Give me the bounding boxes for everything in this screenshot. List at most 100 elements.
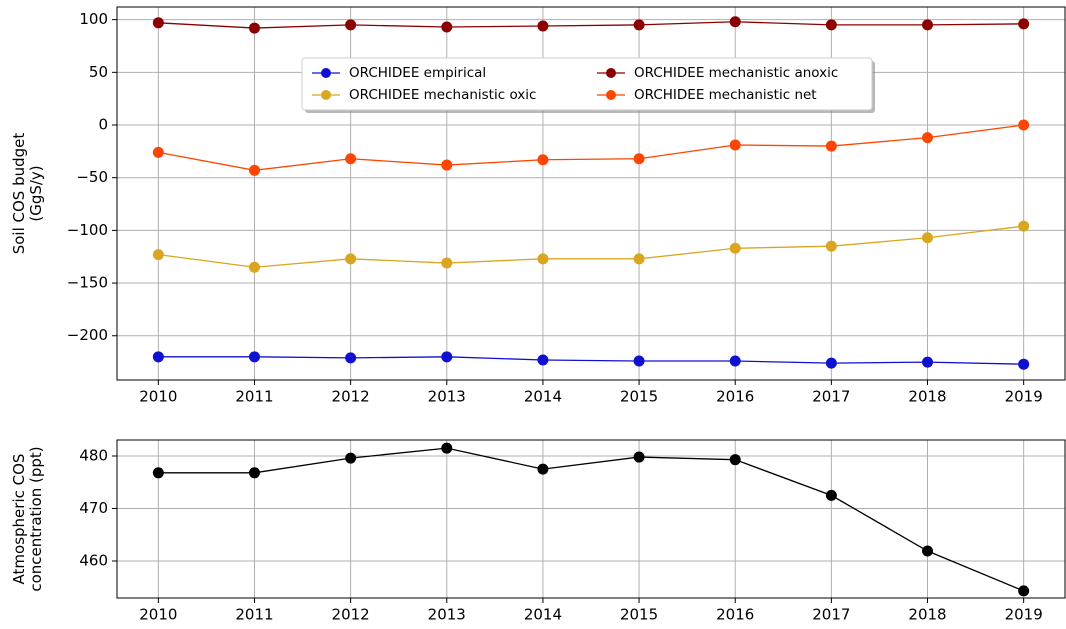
- data-point: [441, 21, 453, 33]
- y-tick-label: 460: [79, 551, 108, 569]
- legend-marker: [606, 90, 616, 100]
- data-point: [248, 261, 260, 273]
- data-point: [1018, 358, 1030, 370]
- data-point: [633, 19, 645, 31]
- data-point: [825, 19, 837, 31]
- y-tick-label: 0: [98, 116, 108, 134]
- y-axis-label-line: concentration (ppt): [27, 446, 45, 591]
- data-point: [345, 452, 357, 464]
- y-axis-label: Atmospheric COSconcentration (ppt): [10, 446, 45, 591]
- x-tick-label: 2014: [524, 388, 562, 406]
- x-tick-label: 2018: [908, 606, 946, 624]
- data-point: [152, 249, 164, 261]
- y-axis-label-line: Soil COS budget: [10, 133, 28, 255]
- data-point: [537, 154, 549, 166]
- data-point: [825, 357, 837, 369]
- axes-frame: [116, 6, 1066, 381]
- data-point: [152, 467, 164, 479]
- data-point: [1018, 220, 1030, 232]
- y-tick-label: 480: [79, 447, 108, 465]
- data-point: [537, 20, 549, 32]
- legend-box: [301, 57, 873, 111]
- y-axis-label-line: Atmospheric COS: [10, 454, 28, 585]
- data-point: [248, 351, 260, 363]
- data-point: [345, 352, 357, 364]
- x-tick-label: 2017: [812, 388, 850, 406]
- data-point: [441, 257, 453, 269]
- legend-label: ORCHIDEE empirical: [349, 65, 486, 81]
- y-tick-label: 470: [79, 499, 108, 517]
- legend-marker: [321, 68, 331, 78]
- data-point: [633, 153, 645, 165]
- legend-label: ORCHIDEE mechanistic oxic: [349, 87, 536, 103]
- y-axis-label: Soil COS budget(GgS/y): [10, 133, 45, 255]
- data-point: [1018, 585, 1030, 597]
- x-tick-label: 2017: [812, 606, 850, 624]
- data-point: [345, 253, 357, 265]
- data-point: [729, 355, 741, 367]
- x-tick-label: 2011: [235, 388, 273, 406]
- x-tick-label: 2018: [908, 388, 946, 406]
- data-point: [537, 354, 549, 366]
- data-point: [345, 19, 357, 31]
- data-point: [633, 355, 645, 367]
- x-tick-label: 2010: [139, 606, 177, 624]
- data-point: [248, 164, 260, 176]
- data-point: [922, 19, 934, 31]
- x-tick-label: 2013: [428, 388, 466, 406]
- x-tick-label: 2015: [620, 606, 658, 624]
- y-tick-label: 100: [79, 10, 108, 28]
- data-point: [441, 442, 453, 454]
- x-tick-label: 2019: [1005, 606, 1043, 624]
- data-point: [345, 153, 357, 165]
- y-axis-label-line: (GgS/y): [27, 165, 45, 221]
- y-tick-label: −200: [67, 326, 108, 344]
- data-point: [922, 545, 934, 557]
- data-point: [729, 242, 741, 254]
- data-point: [922, 132, 934, 144]
- data-point: [1018, 18, 1030, 30]
- legend-marker: [321, 90, 331, 100]
- legend-marker: [606, 68, 616, 78]
- data-point: [729, 139, 741, 151]
- data-point: [152, 17, 164, 29]
- y-tick-label: −150: [67, 274, 108, 292]
- data-point: [248, 467, 260, 479]
- x-tick-label: 2011: [235, 606, 273, 624]
- data-point: [729, 16, 741, 28]
- x-tick-label: 2010: [139, 388, 177, 406]
- data-point: [633, 451, 645, 463]
- data-point: [441, 351, 453, 363]
- data-point: [825, 240, 837, 252]
- data-point: [537, 463, 549, 475]
- x-tick-label: 2013: [428, 606, 466, 624]
- data-point: [152, 146, 164, 158]
- x-tick-label: 2012: [332, 388, 370, 406]
- series-line: [158, 447, 1024, 592]
- data-point: [729, 454, 741, 466]
- y-tick-label: 50: [89, 63, 108, 81]
- series-line: [158, 21, 1024, 29]
- data-point: [537, 253, 549, 265]
- data-point: [441, 159, 453, 171]
- x-tick-label: 2019: [1005, 388, 1043, 406]
- x-tick-label: 2016: [716, 606, 754, 624]
- axes-frame: [116, 439, 1066, 599]
- series-line: [158, 124, 1024, 171]
- data-point: [248, 22, 260, 34]
- x-tick-label: 2015: [620, 388, 658, 406]
- x-tick-label: 2016: [716, 388, 754, 406]
- data-point: [825, 489, 837, 501]
- data-point: [152, 351, 164, 363]
- x-tick-label: 2012: [332, 606, 370, 624]
- legend-label: ORCHIDEE mechanistic anoxic: [634, 65, 838, 81]
- x-tick-label: 2014: [524, 606, 562, 624]
- series-line: [158, 356, 1024, 365]
- legend-label: ORCHIDEE mechanistic net: [634, 87, 817, 103]
- series-line: [158, 225, 1024, 268]
- data-point: [922, 356, 934, 368]
- data-point: [825, 140, 837, 152]
- data-point: [1018, 119, 1030, 131]
- y-tick-label: −100: [67, 221, 108, 239]
